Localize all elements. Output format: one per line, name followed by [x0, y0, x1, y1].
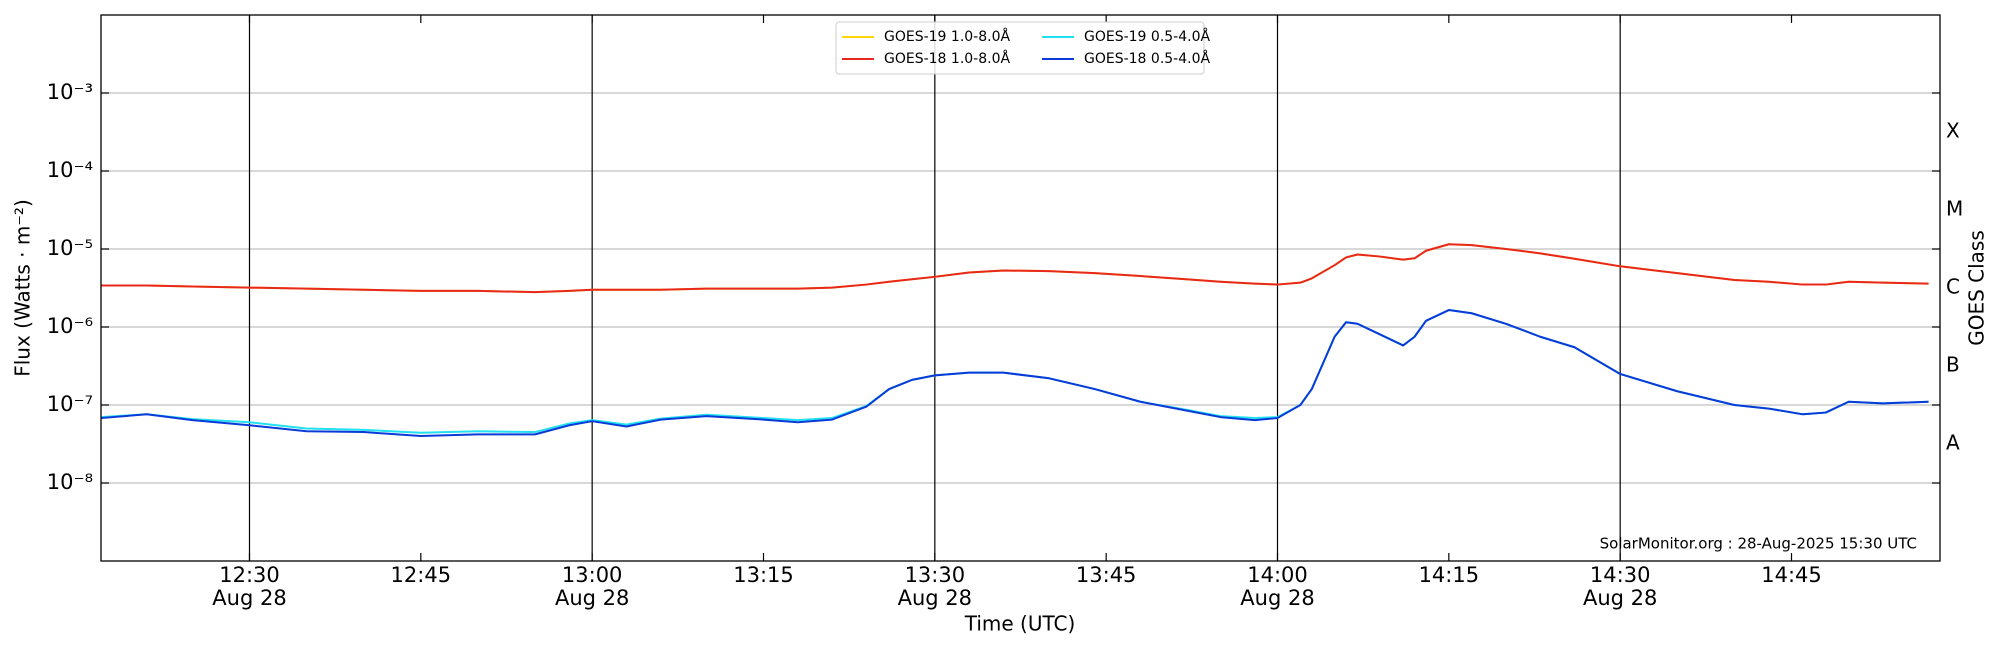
- plot-frame: [100, 14, 1941, 562]
- x-tick-label: 13:45: [1076, 563, 1137, 587]
- x-tick-label: 12:45: [391, 563, 452, 587]
- x-tick-date: Aug 28: [1583, 586, 1657, 610]
- y-tick-label: 10⁻⁴: [47, 158, 93, 182]
- y2-tick-label: B: [1946, 353, 1960, 377]
- x-tick-date: Aug 28: [555, 586, 629, 610]
- series-line: [100, 309, 1929, 438]
- y-tick-label: 10⁻⁷: [47, 392, 93, 416]
- y-tick-label: 10⁻⁶: [47, 314, 93, 338]
- legend-label: GOES-19 1.0-8.0Å: [884, 28, 1010, 45]
- y2-tick-label: M: [1946, 197, 1963, 221]
- y-tick-label: 10⁻³: [47, 80, 93, 104]
- x-tick-label: 14:15: [1419, 563, 1480, 587]
- x-tick-label: 14:00: [1247, 563, 1308, 587]
- y2-axis-label: GOES Class: [1965, 230, 1989, 346]
- legend-box: [835, 21, 1205, 75]
- series-line: [100, 309, 1929, 434]
- annotation: SolarMonitor.org : 28-Aug-2025 15:30 UTC: [1600, 535, 1917, 553]
- y2-tick-label: X: [1946, 119, 1960, 143]
- x-tick-date: Aug 28: [898, 586, 972, 610]
- x-tick-label: 13:30: [905, 563, 966, 587]
- x-tick-label: 14:45: [1761, 563, 1822, 587]
- x-tick-label: 13:00: [562, 563, 623, 587]
- series-line: [101, 243, 1929, 294]
- y-tick-label: 10⁻⁵: [47, 236, 93, 260]
- x-axis-label: Time (UTC): [964, 612, 1076, 636]
- x-tick-label: 13:15: [733, 563, 794, 587]
- legend-label: GOES-19 0.5-4.0Å: [1084, 28, 1210, 45]
- legend-label: GOES-18 1.0-8.0Å: [884, 50, 1010, 67]
- y2-tick-label: C: [1946, 275, 1960, 299]
- x-tick-label: 14:30: [1590, 563, 1651, 587]
- y2-tick-label: A: [1946, 431, 1960, 455]
- x-tick-date: Aug 28: [212, 586, 286, 610]
- y-tick-label: 10⁻⁸: [47, 470, 93, 494]
- series-line: [101, 243, 1929, 294]
- x-tick-date: Aug 28: [1240, 586, 1314, 610]
- x-tick-label: 12:30: [219, 563, 280, 587]
- legend-label: GOES-18 0.5-4.0Å: [1084, 50, 1210, 67]
- y-axis-label: Flux (Watts · m⁻²): [11, 199, 35, 377]
